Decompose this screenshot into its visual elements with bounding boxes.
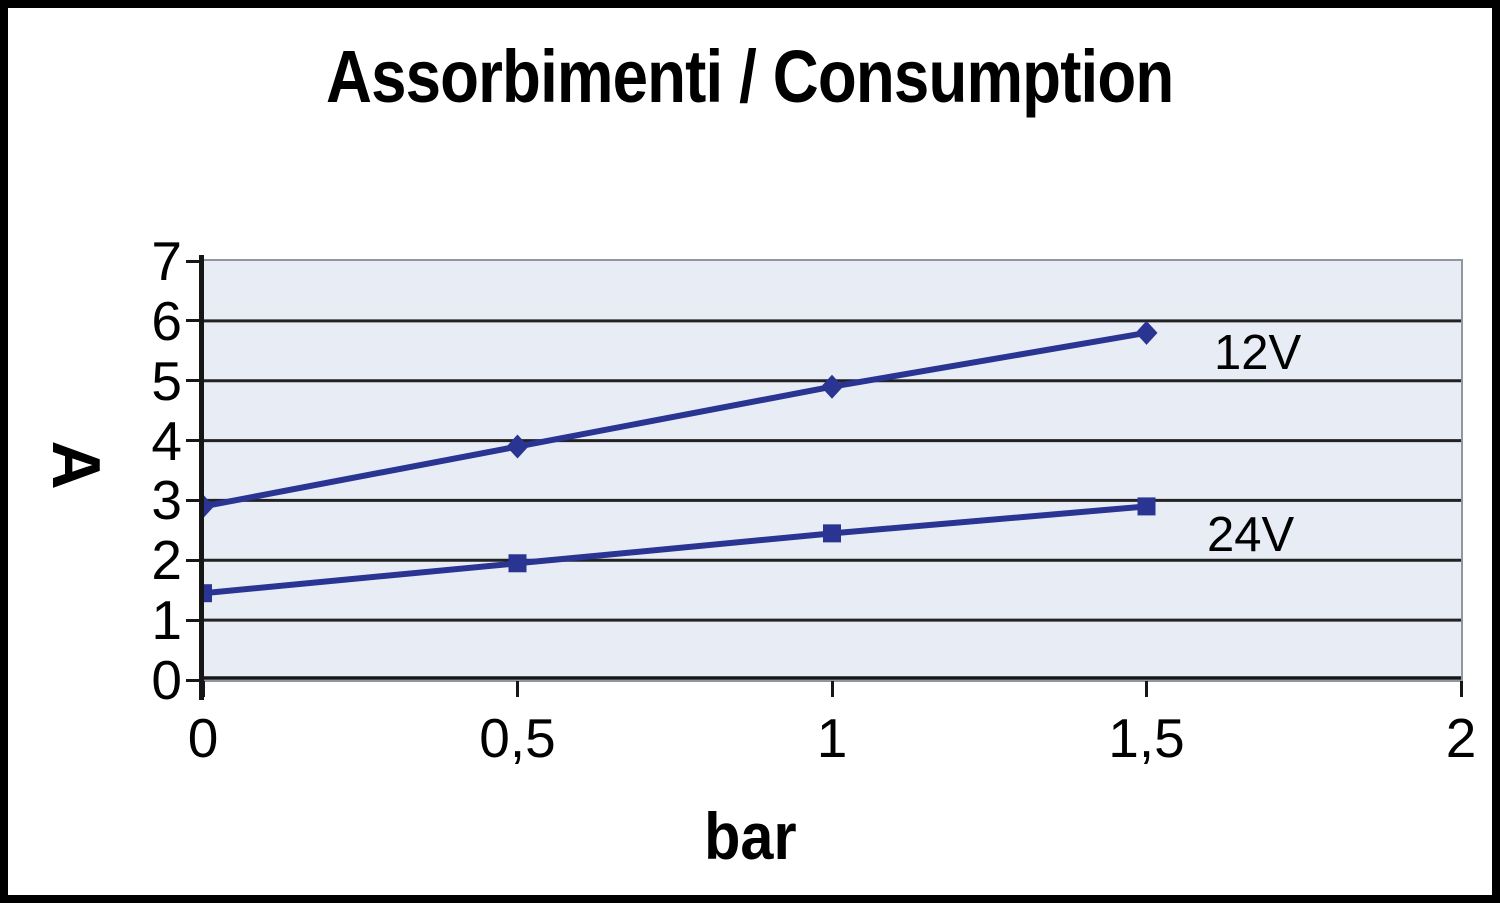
y-tick-label: 6 bbox=[151, 289, 182, 352]
y-tick-label: 7 bbox=[151, 230, 182, 292]
series-line-24v bbox=[203, 503, 1150, 597]
plot-area bbox=[203, 261, 1461, 680]
y-tick-label: 2 bbox=[151, 529, 182, 592]
series-label-24v: 24V bbox=[1207, 508, 1295, 562]
y-tick-mark bbox=[186, 379, 200, 383]
y-tick-mark bbox=[186, 319, 200, 323]
x-tick-mark bbox=[830, 681, 834, 697]
y-tick-mark bbox=[186, 259, 200, 263]
series-label-12v: 12V bbox=[1214, 326, 1302, 380]
data-point-marker-24v bbox=[203, 584, 212, 603]
data-point-marker-12v bbox=[203, 494, 214, 519]
data-point-marker-12v bbox=[1135, 320, 1158, 345]
y-tick-label: 3 bbox=[151, 469, 182, 532]
y-tick-label: 0 bbox=[151, 649, 182, 711]
x-axis-title: bar bbox=[8, 798, 1492, 874]
data-point-marker-24v bbox=[1137, 497, 1156, 516]
x-tick-label: 2 bbox=[1445, 707, 1477, 769]
x-tick-label: 0 bbox=[187, 707, 219, 769]
y-tick-label: 5 bbox=[151, 349, 182, 412]
y-tick-mark bbox=[186, 678, 200, 682]
y-tick-mark bbox=[186, 498, 200, 502]
x-tick-mark bbox=[516, 681, 519, 697]
chart-title: Assorbimenti / Consumption bbox=[8, 34, 1492, 119]
x-tick-mark bbox=[201, 681, 205, 697]
data-point-marker-12v bbox=[506, 434, 529, 459]
series-line-12v bbox=[203, 329, 1150, 510]
chart-title-text: Assorbimenti / Consumption bbox=[326, 35, 1174, 118]
chart-canvas bbox=[203, 319, 1461, 680]
y-axis-line bbox=[199, 255, 204, 700]
y-tick-mark bbox=[186, 439, 200, 443]
data-point-marker-12v bbox=[821, 374, 843, 399]
y-tick-mark bbox=[186, 618, 200, 622]
y-tick-label: 4 bbox=[151, 409, 182, 472]
x-tick-label: 0,5 bbox=[479, 707, 556, 769]
data-point-marker-24v bbox=[823, 524, 841, 543]
y-tick-mark bbox=[186, 558, 200, 562]
x-tick-label: 1 bbox=[816, 707, 848, 769]
y-tick-label: 1 bbox=[151, 589, 182, 652]
x-tick-label: 1,5 bbox=[1108, 707, 1185, 769]
x-tick-mark bbox=[1145, 681, 1148, 697]
x-axis-title-text: bar bbox=[703, 799, 797, 873]
x-tick-mark bbox=[1459, 681, 1463, 697]
data-point-marker-24v bbox=[508, 554, 527, 573]
